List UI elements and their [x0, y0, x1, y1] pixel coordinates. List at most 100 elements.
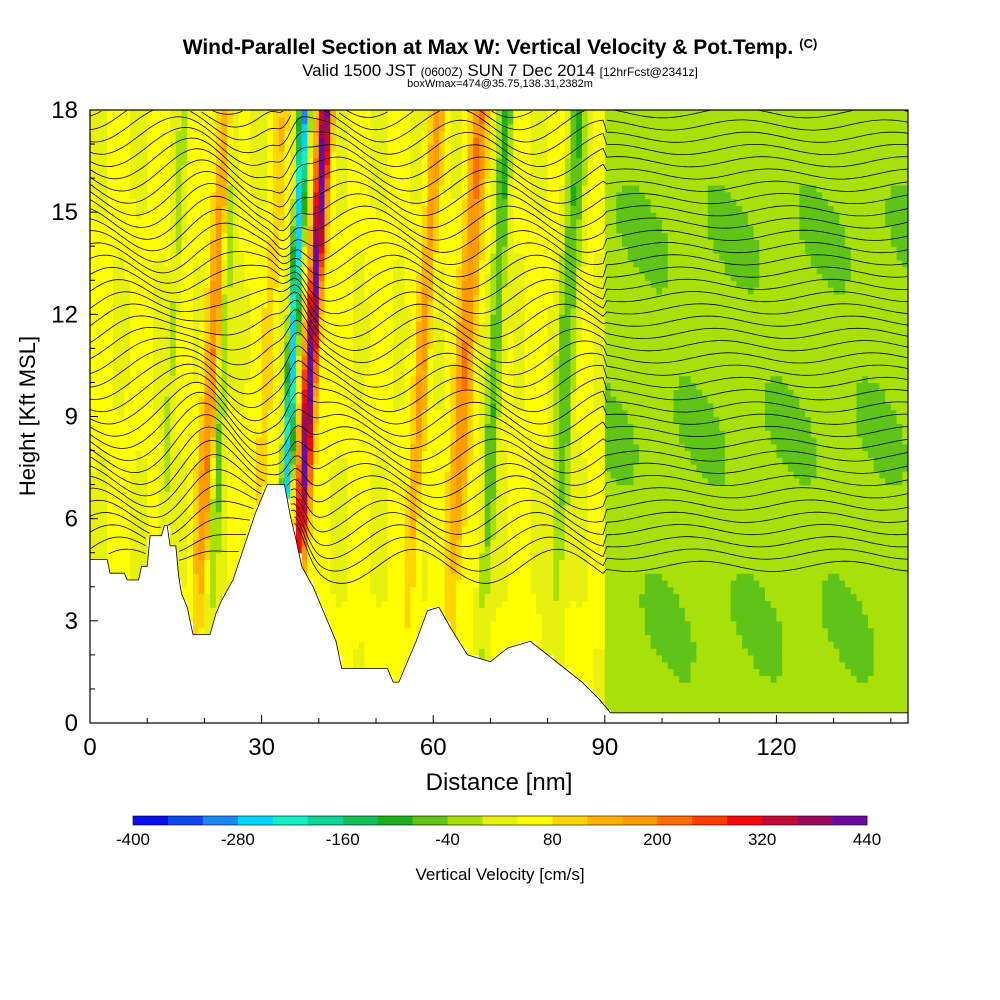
w-cell [433, 593, 440, 601]
w-cell [450, 157, 457, 166]
w-cell [387, 273, 394, 281]
w-cell [118, 539, 125, 547]
w-cell [90, 287, 97, 295]
w-cell [421, 368, 429, 377]
w-cell [398, 573, 406, 581]
w-cell [175, 246, 183, 254]
w-cell [158, 314, 165, 322]
w-cell [433, 273, 440, 281]
w-cell [204, 484, 211, 493]
w-cell [175, 150, 183, 159]
w-cell [370, 321, 377, 329]
w-cell [284, 457, 291, 465]
w-cell [467, 552, 474, 561]
w-cell [124, 484, 131, 493]
w-cell [221, 334, 228, 343]
w-cell [130, 464, 137, 472]
w-cell [107, 382, 114, 390]
w-cell [90, 321, 97, 329]
w-cell [175, 239, 183, 247]
w-cell [295, 532, 303, 540]
w-cell [307, 498, 314, 506]
w-cell [255, 341, 263, 349]
w-cell [112, 191, 120, 200]
w-cell [158, 416, 165, 424]
w-cell [227, 327, 234, 336]
w-cell [433, 212, 440, 220]
w-cell [250, 511, 257, 520]
w-cell [347, 627, 354, 636]
w-cell [164, 457, 171, 465]
w-cell [215, 307, 223, 315]
w-cell [433, 382, 440, 390]
w-cell [227, 287, 234, 295]
w-cell [238, 123, 246, 132]
w-cell [107, 566, 114, 574]
w-cell [433, 300, 440, 309]
w-cell [187, 273, 194, 281]
w-cell [364, 293, 371, 302]
w-cell [353, 566, 360, 574]
w-cell [227, 566, 234, 574]
w-cell [433, 144, 440, 152]
w-cell [416, 212, 423, 220]
w-cell [393, 198, 400, 206]
w-cell [353, 116, 360, 125]
w-cell [261, 280, 268, 288]
w-cell [192, 559, 200, 567]
w-cell [233, 491, 240, 499]
w-cell [135, 566, 143, 574]
w-cell [444, 239, 451, 247]
w-cell [124, 334, 131, 343]
w-cell [438, 498, 446, 506]
w-cell [416, 484, 423, 493]
w-cell [301, 436, 308, 445]
w-cell [456, 314, 463, 322]
w-cell [244, 191, 251, 200]
w-cell [353, 586, 360, 595]
w-cell [124, 150, 131, 159]
w-cell [164, 327, 171, 336]
w-cell [410, 396, 417, 404]
w-cell [467, 218, 474, 227]
w-cell [444, 314, 451, 322]
w-cell [381, 198, 389, 206]
w-cell [221, 239, 228, 247]
w-cell [364, 314, 371, 322]
w-cell [358, 579, 366, 588]
w-cell [416, 348, 423, 356]
w-cell [358, 334, 366, 343]
w-cell [284, 348, 291, 356]
w-cell [335, 184, 343, 193]
w-cell [335, 409, 343, 418]
w-cell [473, 327, 480, 336]
w-cell [370, 191, 377, 200]
w-cell [233, 402, 240, 411]
w-cell [478, 205, 486, 213]
w-cell [393, 552, 400, 561]
w-cell [101, 178, 108, 186]
w-cell [370, 593, 377, 601]
w-cell [398, 511, 406, 520]
w-cell [478, 198, 486, 206]
w-cell [244, 382, 251, 390]
w-cell [387, 586, 394, 595]
w-cell [301, 368, 308, 377]
w-cell [347, 593, 354, 601]
w-cell [95, 273, 103, 281]
w-cell [112, 137, 120, 145]
w-cell [204, 266, 211, 275]
w-cell [381, 355, 389, 363]
w-cell [318, 239, 326, 247]
w-cell [215, 362, 223, 370]
w-cell [398, 566, 406, 574]
w-cell [175, 212, 183, 220]
w-cell [335, 218, 343, 227]
w-cell [433, 110, 440, 118]
w-cell [421, 450, 429, 458]
w-cell [335, 375, 343, 384]
w-cell [273, 430, 280, 438]
w-cell [95, 137, 103, 145]
w-cell [370, 505, 377, 513]
w-cell [433, 280, 440, 288]
